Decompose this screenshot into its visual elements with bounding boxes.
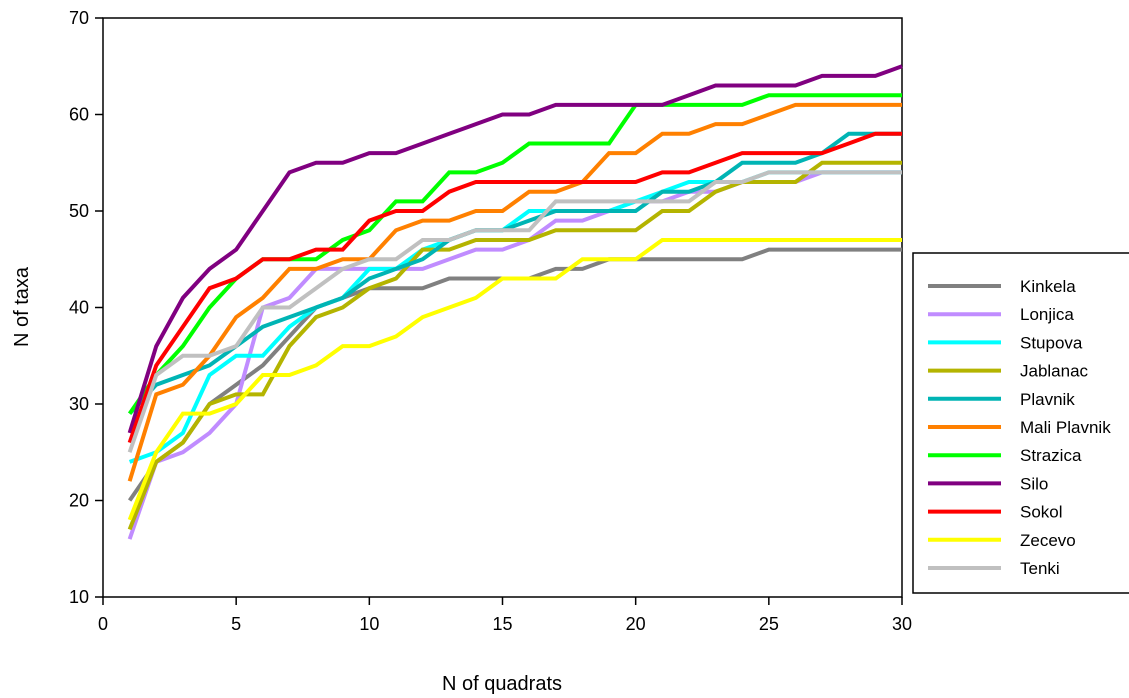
series-line-sokol	[127, 131, 902, 444]
x-tick-label: 0	[98, 614, 108, 634]
legend-label: Strazica	[1020, 446, 1082, 465]
x-axis-ticks: 0 5 10 15 20 25 30	[98, 597, 912, 634]
y-tick-label: 30	[69, 394, 89, 414]
x-tick-label: 5	[231, 614, 241, 634]
y-tick-label: 50	[69, 201, 89, 221]
x-tick-label: 25	[759, 614, 779, 634]
series-line-mali-plavnik	[127, 102, 902, 482]
legend-box	[912, 252, 1129, 594]
y-tick-label: 20	[69, 491, 89, 511]
y-tick-label: 10	[69, 587, 89, 607]
series-layer	[127, 64, 903, 540]
legend: Kinkela Lonjica Stupova Jablanac Plavnik Mali…	[912, 252, 1129, 594]
legend-label: Zecevo	[1020, 531, 1076, 550]
legend-label: Mali Plavnik	[1020, 418, 1111, 437]
x-axis-title: N of quadrats	[442, 673, 562, 695]
legend-label: Jablanac	[1020, 362, 1089, 381]
series-line-plavnik	[128, 131, 902, 416]
series-line-stupova	[128, 170, 902, 464]
series-line-tenki	[127, 170, 902, 453]
y-tick-label: 40	[69, 298, 89, 318]
legend-label: Kinkela	[1020, 277, 1076, 296]
legend-label: Lonjica	[1020, 305, 1074, 324]
series-line-jablanac	[127, 160, 902, 531]
x-tick-label: 15	[492, 614, 512, 634]
legend-label: Stupova	[1020, 333, 1083, 352]
y-axis-ticks: 10 20 30 40 50 60 70	[69, 8, 103, 607]
legend-label: Sokol	[1020, 503, 1063, 522]
x-tick-label: 20	[626, 614, 646, 634]
legend-label: Tenki	[1020, 559, 1060, 578]
x-tick-label: 30	[892, 614, 912, 634]
y-tick-label: 70	[69, 8, 89, 28]
x-tick-label: 10	[359, 614, 379, 634]
y-tick-label: 60	[69, 105, 89, 125]
plot-frame	[102, 17, 903, 598]
legend-label: Plavnik	[1020, 390, 1075, 409]
series-line-zecevo	[127, 237, 902, 521]
series-line-silo	[127, 64, 903, 434]
legend-label: Silo	[1020, 474, 1048, 493]
y-axis-title: N of taxa	[11, 266, 33, 347]
